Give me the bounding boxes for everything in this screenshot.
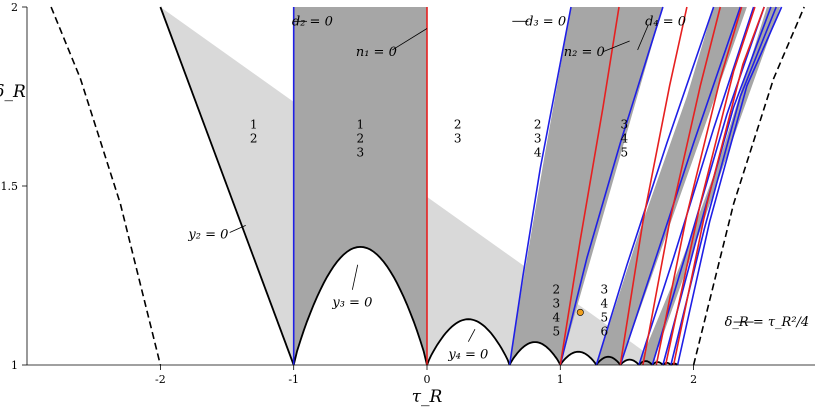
marker-point: [576, 308, 584, 316]
d-curve-7: [638, 6, 755, 366]
curve-label-y2: y₂ = 0: [187, 227, 228, 242]
curve-label-d4: d₄ = 0: [645, 14, 686, 29]
y-arch-7: [595, 355, 622, 366]
curve-label-tau-curve: δ_R = τ_R²/4: [725, 315, 810, 330]
curve-label-n2: n₂ = 0: [564, 45, 605, 60]
parabola-right: [692, 6, 805, 366]
curve-label-d2: d₂ = 0: [292, 14, 333, 29]
n-curve-3: [619, 6, 688, 366]
leader-line: [602, 40, 630, 53]
y-arch-6: [559, 350, 598, 366]
dark-region: [293, 7, 427, 365]
region-label-line: 4: [552, 310, 560, 324]
region-label-line: 3: [454, 132, 462, 146]
region-label-line: 5: [552, 324, 560, 338]
n-curve-4: [642, 6, 722, 366]
curve-label-n1: n₁ = 0: [356, 45, 397, 60]
region-label-line: 1: [250, 118, 258, 132]
dark-region: [638, 7, 781, 365]
y-arch-4: [426, 318, 511, 366]
x-tick-label: 0: [424, 373, 431, 386]
x-tick-label: 1: [557, 373, 564, 386]
curve-label-y3: y₃ = 0: [331, 295, 372, 310]
d-curve-11: [676, 6, 783, 366]
curve-label-y4: y₄ = 0: [447, 347, 488, 362]
y-axis-title: δ_R: [0, 82, 26, 102]
shaded-regions: [160, 7, 781, 365]
y-arch-9: [638, 360, 654, 366]
y-tick-label: 1.5: [1, 180, 19, 193]
region-label-line: 3: [357, 146, 365, 160]
parabola-left: [50, 6, 162, 366]
leader-line: [637, 24, 649, 51]
leader-line: [392, 28, 428, 51]
n-curve-5: [655, 6, 743, 366]
region-label-line: 5: [620, 146, 628, 160]
region-label-line: 2: [250, 132, 258, 146]
region-label-line: 2: [454, 118, 462, 132]
tick-labels: -2 -1 0 1 211.52: [1, 1, 698, 386]
y-arch-3: [292, 245, 428, 366]
y-tick-label: 1: [11, 359, 18, 372]
curve-label-d3: d₃ = 0: [525, 14, 566, 29]
leader-line: [351, 264, 359, 290]
n-curve-6: [664, 6, 756, 366]
region-label-line: 2: [357, 132, 365, 146]
x-axis-title: τ_R: [412, 387, 443, 407]
region-label-line: 4: [534, 146, 542, 160]
y-arch-8: [619, 358, 640, 366]
dark-region: [509, 7, 663, 365]
leader-line: [467, 329, 476, 342]
d-curve-4: [559, 6, 664, 366]
region-label-line: 2: [552, 282, 560, 296]
x-tick-label: -1: [288, 373, 299, 386]
region-label-line: 5: [600, 310, 608, 324]
d-curve-3: [508, 6, 572, 366]
region-label-line: 3: [534, 132, 542, 146]
curve-layer: [50, 6, 805, 366]
region-label-line: 2: [534, 118, 542, 132]
y-arch-5: [508, 341, 562, 366]
y2-curve: [159, 6, 295, 366]
region-label-line: 3: [552, 296, 560, 310]
region-label-line: 1: [357, 118, 365, 132]
x-tick-label: -2: [155, 373, 166, 386]
n-curve-7: [672, 6, 765, 366]
y-arch-11: [662, 362, 672, 366]
region-label-line: 3: [600, 282, 608, 296]
leader-line: [229, 225, 246, 233]
region-label-line: 3: [620, 118, 628, 132]
region-label-line: 4: [620, 132, 628, 146]
n-curve-2: [559, 6, 620, 366]
region-label-line: 4: [600, 296, 608, 310]
region-label-line: 6: [600, 324, 608, 338]
y-tick-label: 2: [11, 1, 18, 14]
d-curve-8: [651, 6, 765, 366]
x-tick-label: 2: [690, 373, 697, 386]
